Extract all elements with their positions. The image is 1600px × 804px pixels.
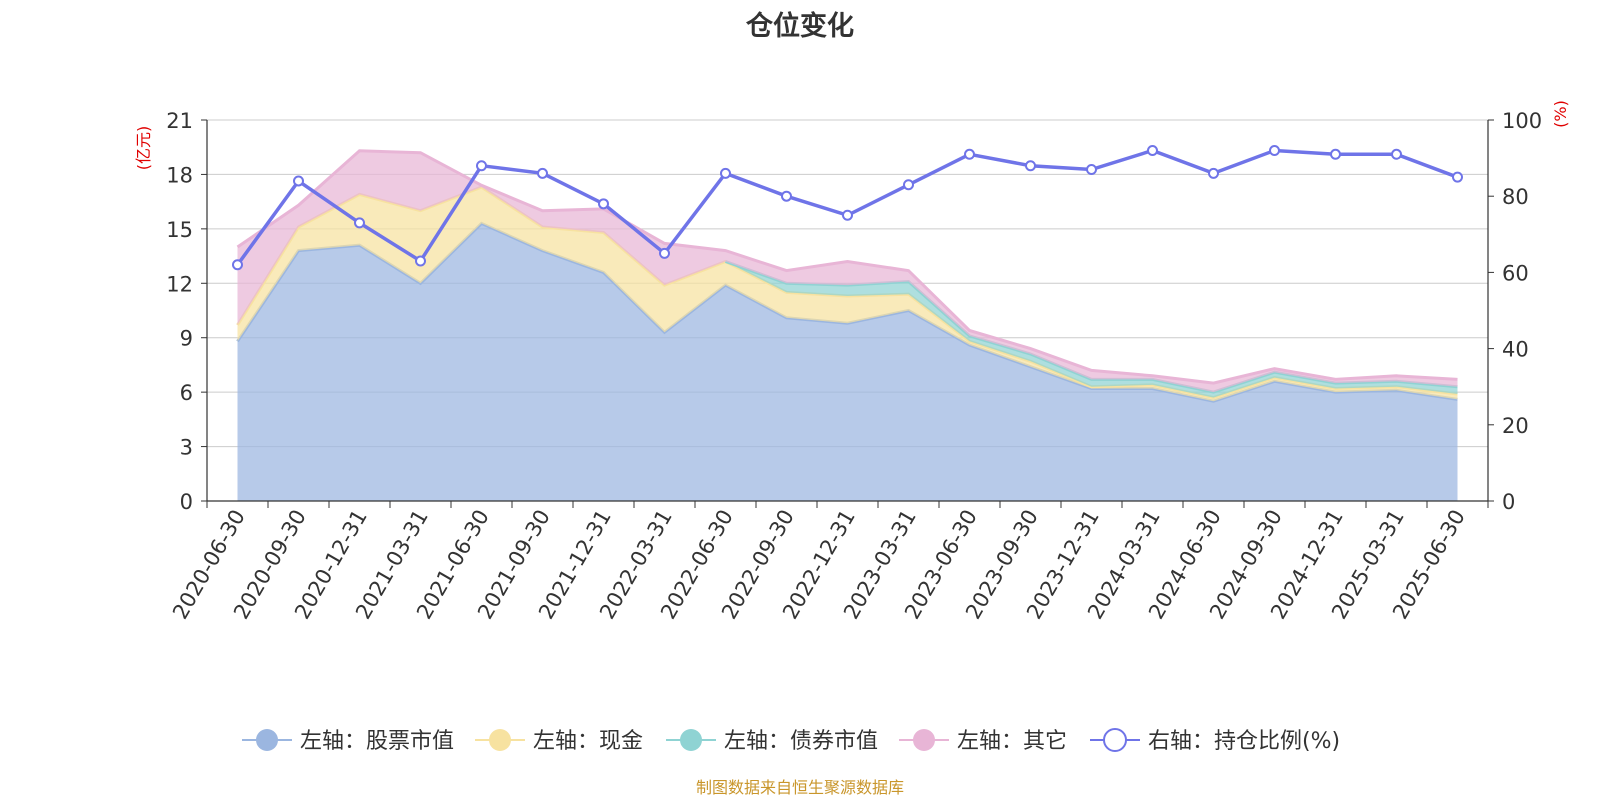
left-axis-tick-label: 6 xyxy=(180,381,193,405)
legend-item: 左轴：现金 xyxy=(475,729,643,754)
ratio-point xyxy=(354,217,365,229)
ratio-point xyxy=(232,259,243,271)
right-axis-tick-label: 80 xyxy=(1502,185,1529,209)
area-series-edge-4 xyxy=(236,149,1458,385)
legend-label: 左轴：债券市值 xyxy=(724,729,878,754)
legend-marker xyxy=(489,729,511,751)
legend-label: 左轴：现金 xyxy=(533,729,643,754)
ratio-point xyxy=(1269,144,1280,156)
ratio-point xyxy=(537,167,548,179)
legend-marker xyxy=(913,729,935,751)
left-axis-tick-label: 12 xyxy=(166,272,193,296)
ratio-point xyxy=(1086,164,1097,176)
right-axis-tick-label: 60 xyxy=(1502,261,1529,285)
left-axis-tick-label: 3 xyxy=(180,436,193,460)
right-axis-tick-label: 20 xyxy=(1502,414,1529,438)
ratio-point xyxy=(476,160,487,172)
left-axis-label: (亿元) xyxy=(134,126,153,171)
ratio-point xyxy=(964,148,975,160)
legend-item: 左轴：债券市值 xyxy=(666,729,878,754)
area-series-1 xyxy=(237,223,1458,501)
area-series-3 xyxy=(725,261,1458,398)
ratio-point xyxy=(293,175,304,187)
legend-item: 右轴：持仓比例(%) xyxy=(1090,728,1340,754)
right-axis-tick-label: 40 xyxy=(1502,338,1529,362)
ratio-point xyxy=(1330,148,1341,160)
left-axis-tick-label: 15 xyxy=(166,218,193,242)
ratio-point xyxy=(659,247,670,259)
ratio-point xyxy=(903,179,914,191)
ratio-point xyxy=(781,190,792,202)
left-axis-tick-label: 9 xyxy=(180,327,193,351)
source-note: 制图数据来自恒生聚源数据库 xyxy=(695,778,904,797)
legend-marker xyxy=(1103,728,1127,752)
ratio-point xyxy=(415,255,426,267)
ratio-point xyxy=(1147,144,1158,156)
legend-item: 左轴：股票市值 xyxy=(242,729,454,754)
right-axis-label: (%) xyxy=(1551,100,1570,128)
legend-marker xyxy=(256,729,278,751)
area-series-2 xyxy=(237,187,1458,402)
ratio-point xyxy=(1452,171,1463,183)
legend-label: 左轴：股票市值 xyxy=(300,729,454,754)
right-axis-tick-label: 0 xyxy=(1502,490,1515,514)
left-axis-tick-label: 18 xyxy=(166,163,193,187)
legend-label: 左轴：其它 xyxy=(957,729,1067,754)
legend-marker xyxy=(680,729,702,751)
legend: 左轴：股票市值 左轴：现金 左轴：债券市值 左轴：其它 右轴：持仓比例(%) xyxy=(242,728,1340,754)
ratio-point xyxy=(1208,167,1219,179)
ratio-point xyxy=(842,209,853,221)
ratio-point xyxy=(1025,160,1036,172)
right-axis-tick-label: 100 xyxy=(1502,109,1542,133)
legend-label: 右轴：持仓比例(%) xyxy=(1148,729,1340,754)
ratio-point xyxy=(720,167,731,179)
ratio-point xyxy=(598,198,609,210)
ratio-point xyxy=(1391,148,1402,160)
legend-item: 左轴：其它 xyxy=(899,729,1067,754)
left-axis-tick-label: 0 xyxy=(180,490,193,514)
chart-title: 仓位变化 xyxy=(746,11,854,42)
left-axis-tick-label: 21 xyxy=(166,109,193,133)
